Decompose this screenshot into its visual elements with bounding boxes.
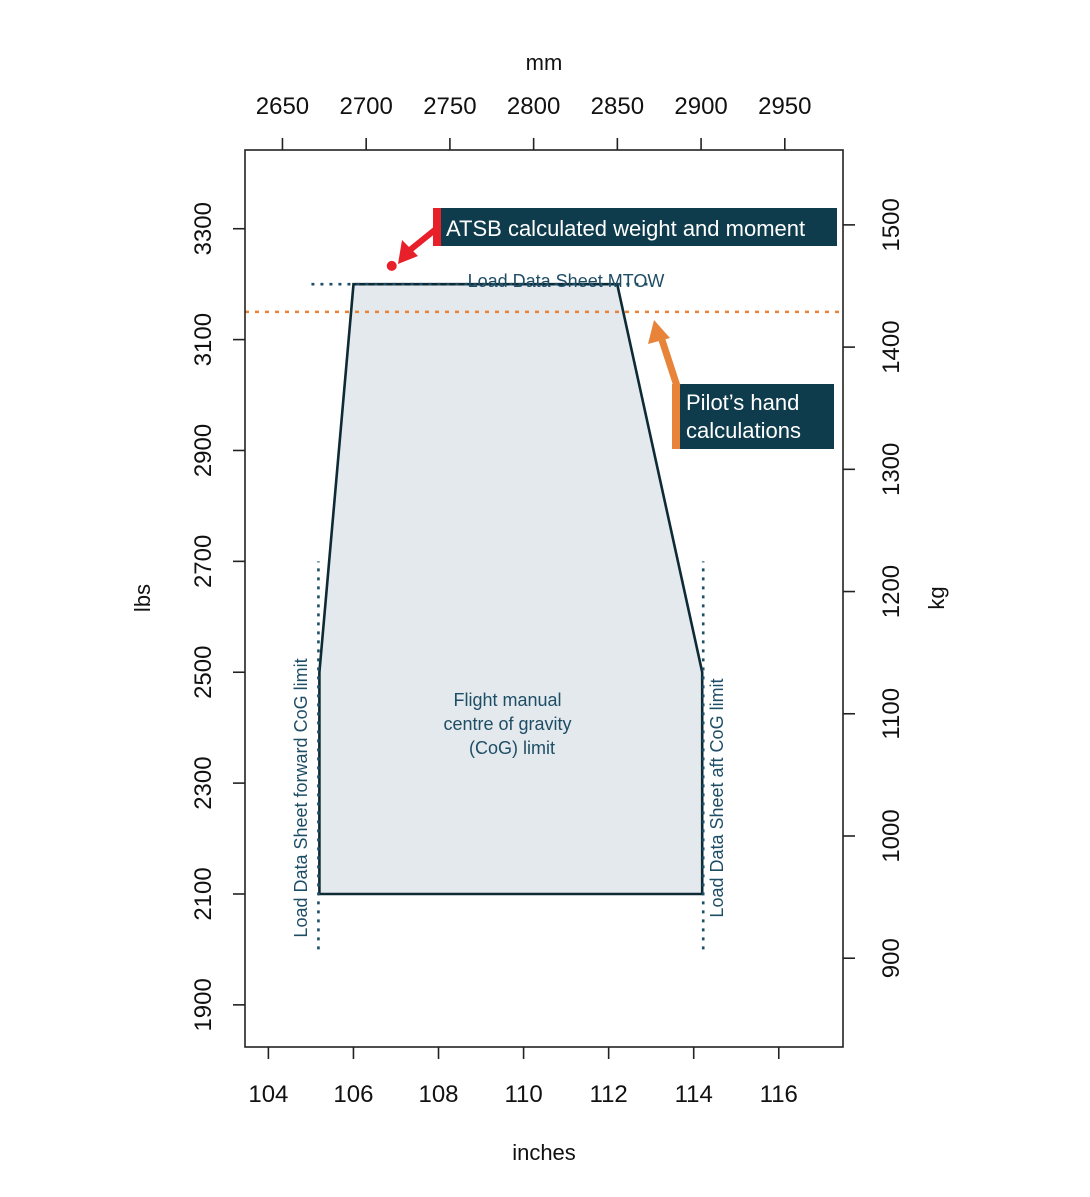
x2-tick-label: 2650 xyxy=(256,93,309,120)
atsb-callout-accent xyxy=(433,208,441,246)
y-tick-label: 2300 xyxy=(190,756,217,809)
x-tick-label: 108 xyxy=(418,1081,458,1108)
y2-tick-label: 900 xyxy=(878,938,905,978)
mtow-label: Load Data Sheet MTOW xyxy=(468,271,665,291)
x-tick-label: 104 xyxy=(248,1081,288,1108)
x-tick-label: 116 xyxy=(760,1081,798,1108)
y-tick-label: 3100 xyxy=(190,313,217,366)
y2-tick-label: 1300 xyxy=(878,443,905,496)
envelope-label: Flight manual centre of gravity (CoG) li… xyxy=(443,690,576,758)
y-tick-label: 2500 xyxy=(190,646,217,699)
atsb-point xyxy=(386,260,397,271)
x2-axis-title: mm xyxy=(526,50,563,75)
cog-envelope xyxy=(318,282,704,896)
plot-frame xyxy=(244,149,844,1048)
y-tick-label: 1900 xyxy=(190,978,217,1031)
pilot-callout-line-2: calculations xyxy=(686,418,801,443)
y2-axis-title: kg xyxy=(924,586,949,609)
atsb-arrow-head xyxy=(398,240,418,264)
atsb-callout-text: ATSB calculated weight and moment xyxy=(446,216,805,241)
x2-tick-label: 2850 xyxy=(591,93,644,120)
pilot-arrow-shaft xyxy=(658,338,681,388)
y-tick-label: 2900 xyxy=(190,424,217,477)
atsb-callout-box xyxy=(433,208,837,246)
forward-cog-label: Load Data Sheet forward CoG limit xyxy=(291,658,311,937)
y2-tick-label: 1000 xyxy=(878,809,905,862)
pilot-callout-text: Pilot’s hand calculations xyxy=(686,390,805,443)
envelope-label-line-1: Flight manual xyxy=(453,690,561,710)
y2-tick-label: 1100 xyxy=(878,688,905,740)
x-axis-title: inches xyxy=(512,1140,576,1165)
y2-tick-label: 1400 xyxy=(878,320,905,373)
pilot-callout-box xyxy=(672,384,834,449)
x2-tick-label: 2700 xyxy=(339,93,392,120)
y-axis-title: lbs xyxy=(130,584,155,612)
x-tick-label: 110 xyxy=(504,1081,542,1108)
envelope-label-line-2: centre of gravity xyxy=(443,714,571,734)
envelope-label-line-3: (CoG) limit xyxy=(469,738,555,758)
pilot-arrow-head xyxy=(648,320,670,344)
y-tick-label: 2100 xyxy=(190,867,217,920)
atsb-callout: ATSB calculated weight and moment xyxy=(398,208,837,264)
y2-tick-label: 1500 xyxy=(878,198,905,251)
x2-tick-label: 2900 xyxy=(674,93,727,120)
aft-cog-label: Load Data Sheet aft CoG limit xyxy=(707,678,727,917)
x-tick-label: 106 xyxy=(333,1081,373,1108)
y2-tick-label: 1200 xyxy=(878,565,905,618)
pilot-callout: Pilot’s hand calculations xyxy=(648,320,834,449)
pilot-callout-accent xyxy=(672,384,680,449)
y-tick-label: 3300 xyxy=(190,202,217,255)
x2-tick-label: 2750 xyxy=(423,93,476,120)
atsb-arrow-shaft xyxy=(408,226,438,253)
x-tick-label: 112 xyxy=(590,1081,628,1108)
pilot-callout-line-1: Pilot’s hand xyxy=(686,390,799,415)
x-tick-label: 114 xyxy=(675,1081,713,1108)
x2-tick-label: 2950 xyxy=(758,93,811,120)
x2-tick-label: 2800 xyxy=(507,93,560,120)
y-tick-label: 2700 xyxy=(190,535,217,588)
